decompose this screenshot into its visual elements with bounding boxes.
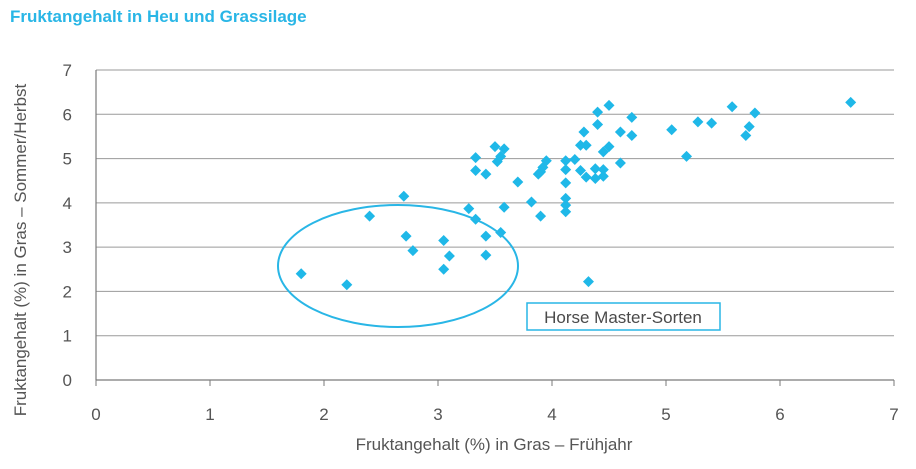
data-point: [692, 116, 704, 128]
annotation-box: Horse Master-Sorten: [526, 302, 721, 331]
y-tick-label: 7: [63, 61, 72, 80]
data-point: [443, 250, 455, 262]
y-tick-labels: 0 1 2 3 4 5 6 7: [63, 61, 72, 390]
data-point: [845, 96, 857, 108]
data-point: [525, 196, 537, 208]
data-point: [681, 150, 693, 162]
data-point: [480, 230, 492, 242]
data-point: [560, 164, 572, 176]
data-point: [480, 249, 492, 261]
data-point: [463, 203, 475, 215]
y-tick-label: 6: [63, 105, 72, 124]
data-point: [726, 101, 738, 113]
y-tick-label: 1: [63, 327, 72, 346]
data-point: [626, 130, 638, 142]
x-tick-label: 4: [547, 405, 556, 424]
data-point: [407, 245, 419, 257]
data-point: [582, 276, 594, 288]
data-point: [749, 107, 761, 119]
data-point: [560, 206, 572, 218]
data-point: [589, 163, 601, 175]
data-point: [560, 192, 572, 204]
data-point: [569, 153, 581, 165]
y-tick-label: 2: [63, 282, 72, 301]
x-tick-labels: 0 1 2 3 4 5 6 7: [91, 405, 898, 424]
data-point: [578, 126, 590, 138]
data-points: [295, 96, 857, 291]
data-point: [626, 111, 638, 123]
data-point: [740, 130, 752, 142]
x-tick-label: 7: [889, 405, 898, 424]
data-point: [512, 176, 524, 188]
data-point: [535, 210, 547, 222]
data-point: [470, 165, 482, 177]
x-tick-label: 6: [775, 405, 784, 424]
data-point: [560, 199, 572, 211]
gridlines: [96, 69, 894, 337]
data-point: [589, 173, 601, 184]
data-point: [398, 190, 410, 202]
y-tick-label: 5: [63, 150, 72, 169]
annotation-text: Horse Master-Sorten: [544, 308, 702, 327]
y-tick-label: 0: [63, 371, 72, 390]
x-tick-label: 0: [91, 405, 100, 424]
y-tick-label: 3: [63, 238, 72, 257]
data-point: [498, 143, 510, 155]
data-point: [706, 117, 718, 129]
data-point: [603, 99, 615, 111]
data-point: [592, 118, 604, 130]
data-point: [489, 141, 501, 153]
x-tick-label: 3: [433, 405, 442, 424]
highlight-ellipse: [277, 204, 519, 328]
data-point: [614, 157, 626, 169]
data-point: [575, 165, 586, 177]
data-point: [470, 152, 482, 164]
data-point: [575, 139, 586, 151]
data-point: [560, 155, 572, 167]
data-point: [580, 139, 592, 151]
y-tick-label: 4: [63, 194, 72, 213]
data-point: [560, 177, 572, 189]
data-point: [495, 227, 507, 239]
data-point: [438, 263, 450, 275]
data-point: [498, 201, 510, 213]
data-point: [743, 121, 755, 133]
axes: [95, 70, 895, 386]
data-point: [400, 230, 412, 242]
x-axis-label: Fruktangehalt (%) in Gras – Frühjahr: [356, 435, 633, 454]
data-point: [580, 171, 592, 183]
data-point: [438, 235, 450, 246]
data-point: [480, 168, 492, 180]
x-tick-label: 5: [661, 405, 670, 424]
data-point: [666, 124, 678, 136]
data-point: [295, 268, 307, 280]
data-point: [614, 126, 626, 138]
data-point: [597, 146, 609, 158]
chart-title: Fruktangehalt in Heu und Grassilage: [10, 7, 307, 26]
data-point: [597, 170, 609, 182]
data-point: [597, 164, 609, 176]
y-axis-label: Fruktangehalt (%) in Gras – Sommer/Herbs…: [11, 83, 30, 416]
data-point: [603, 141, 615, 153]
x-tick-label: 1: [205, 405, 214, 424]
x-tick-label: 2: [319, 405, 328, 424]
data-point: [341, 279, 353, 291]
data-point: [364, 210, 376, 222]
data-point: [592, 106, 604, 118]
data-point: [540, 155, 552, 167]
